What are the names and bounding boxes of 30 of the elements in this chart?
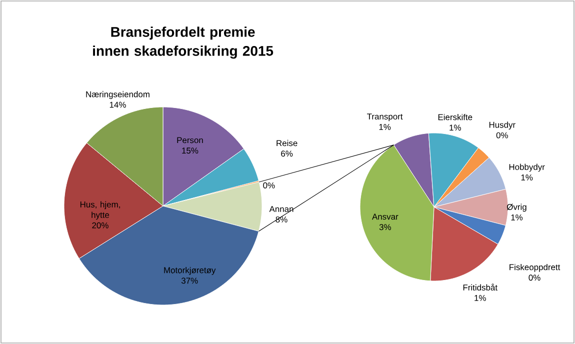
slice-label: Reise bbox=[276, 140, 298, 146]
data-label: 1% bbox=[521, 174, 533, 180]
data-label: 20% bbox=[92, 222, 108, 228]
slice-label: Hobbydyr bbox=[509, 164, 545, 172]
data-label: 14% bbox=[110, 102, 126, 108]
slice-label: Person bbox=[177, 137, 203, 144]
data-label: 1% bbox=[511, 214, 523, 220]
data-label: 6% bbox=[281, 150, 293, 157]
data-label: 1% bbox=[474, 295, 486, 301]
slice-label: Fritidsbåt bbox=[463, 284, 498, 291]
slice-label: Husdyr bbox=[489, 122, 516, 130]
chart-title: Bransjefordelt premie innen skadeforsikring 2015 bbox=[93, 26, 274, 59]
slice-label: Øvrig bbox=[506, 204, 526, 212]
data-label: 8% bbox=[276, 216, 288, 222]
slice-label: Næringseiendom bbox=[86, 91, 150, 99]
slice-label: Ansvar bbox=[372, 214, 398, 220]
data-label: 15% bbox=[182, 148, 198, 154]
data-label: 0% bbox=[496, 132, 508, 138]
data-label: 3% bbox=[379, 224, 391, 230]
data-label: 1% bbox=[379, 124, 391, 130]
data-label: 37% bbox=[181, 278, 198, 284]
slice-label: Motorkjøretøy bbox=[164, 266, 216, 275]
slice-label: Hus, hjem, hytte bbox=[80, 201, 120, 220]
data-label: 0% bbox=[528, 274, 540, 281]
slice-label: Eierskifte bbox=[438, 114, 472, 120]
slice-label: Transport bbox=[367, 114, 403, 122]
slice-label: Fiskeoppdrett bbox=[510, 264, 560, 272]
slice-label: Annan bbox=[269, 206, 294, 212]
data-label: 1% bbox=[450, 124, 461, 131]
data-label: 0% bbox=[263, 182, 275, 188]
